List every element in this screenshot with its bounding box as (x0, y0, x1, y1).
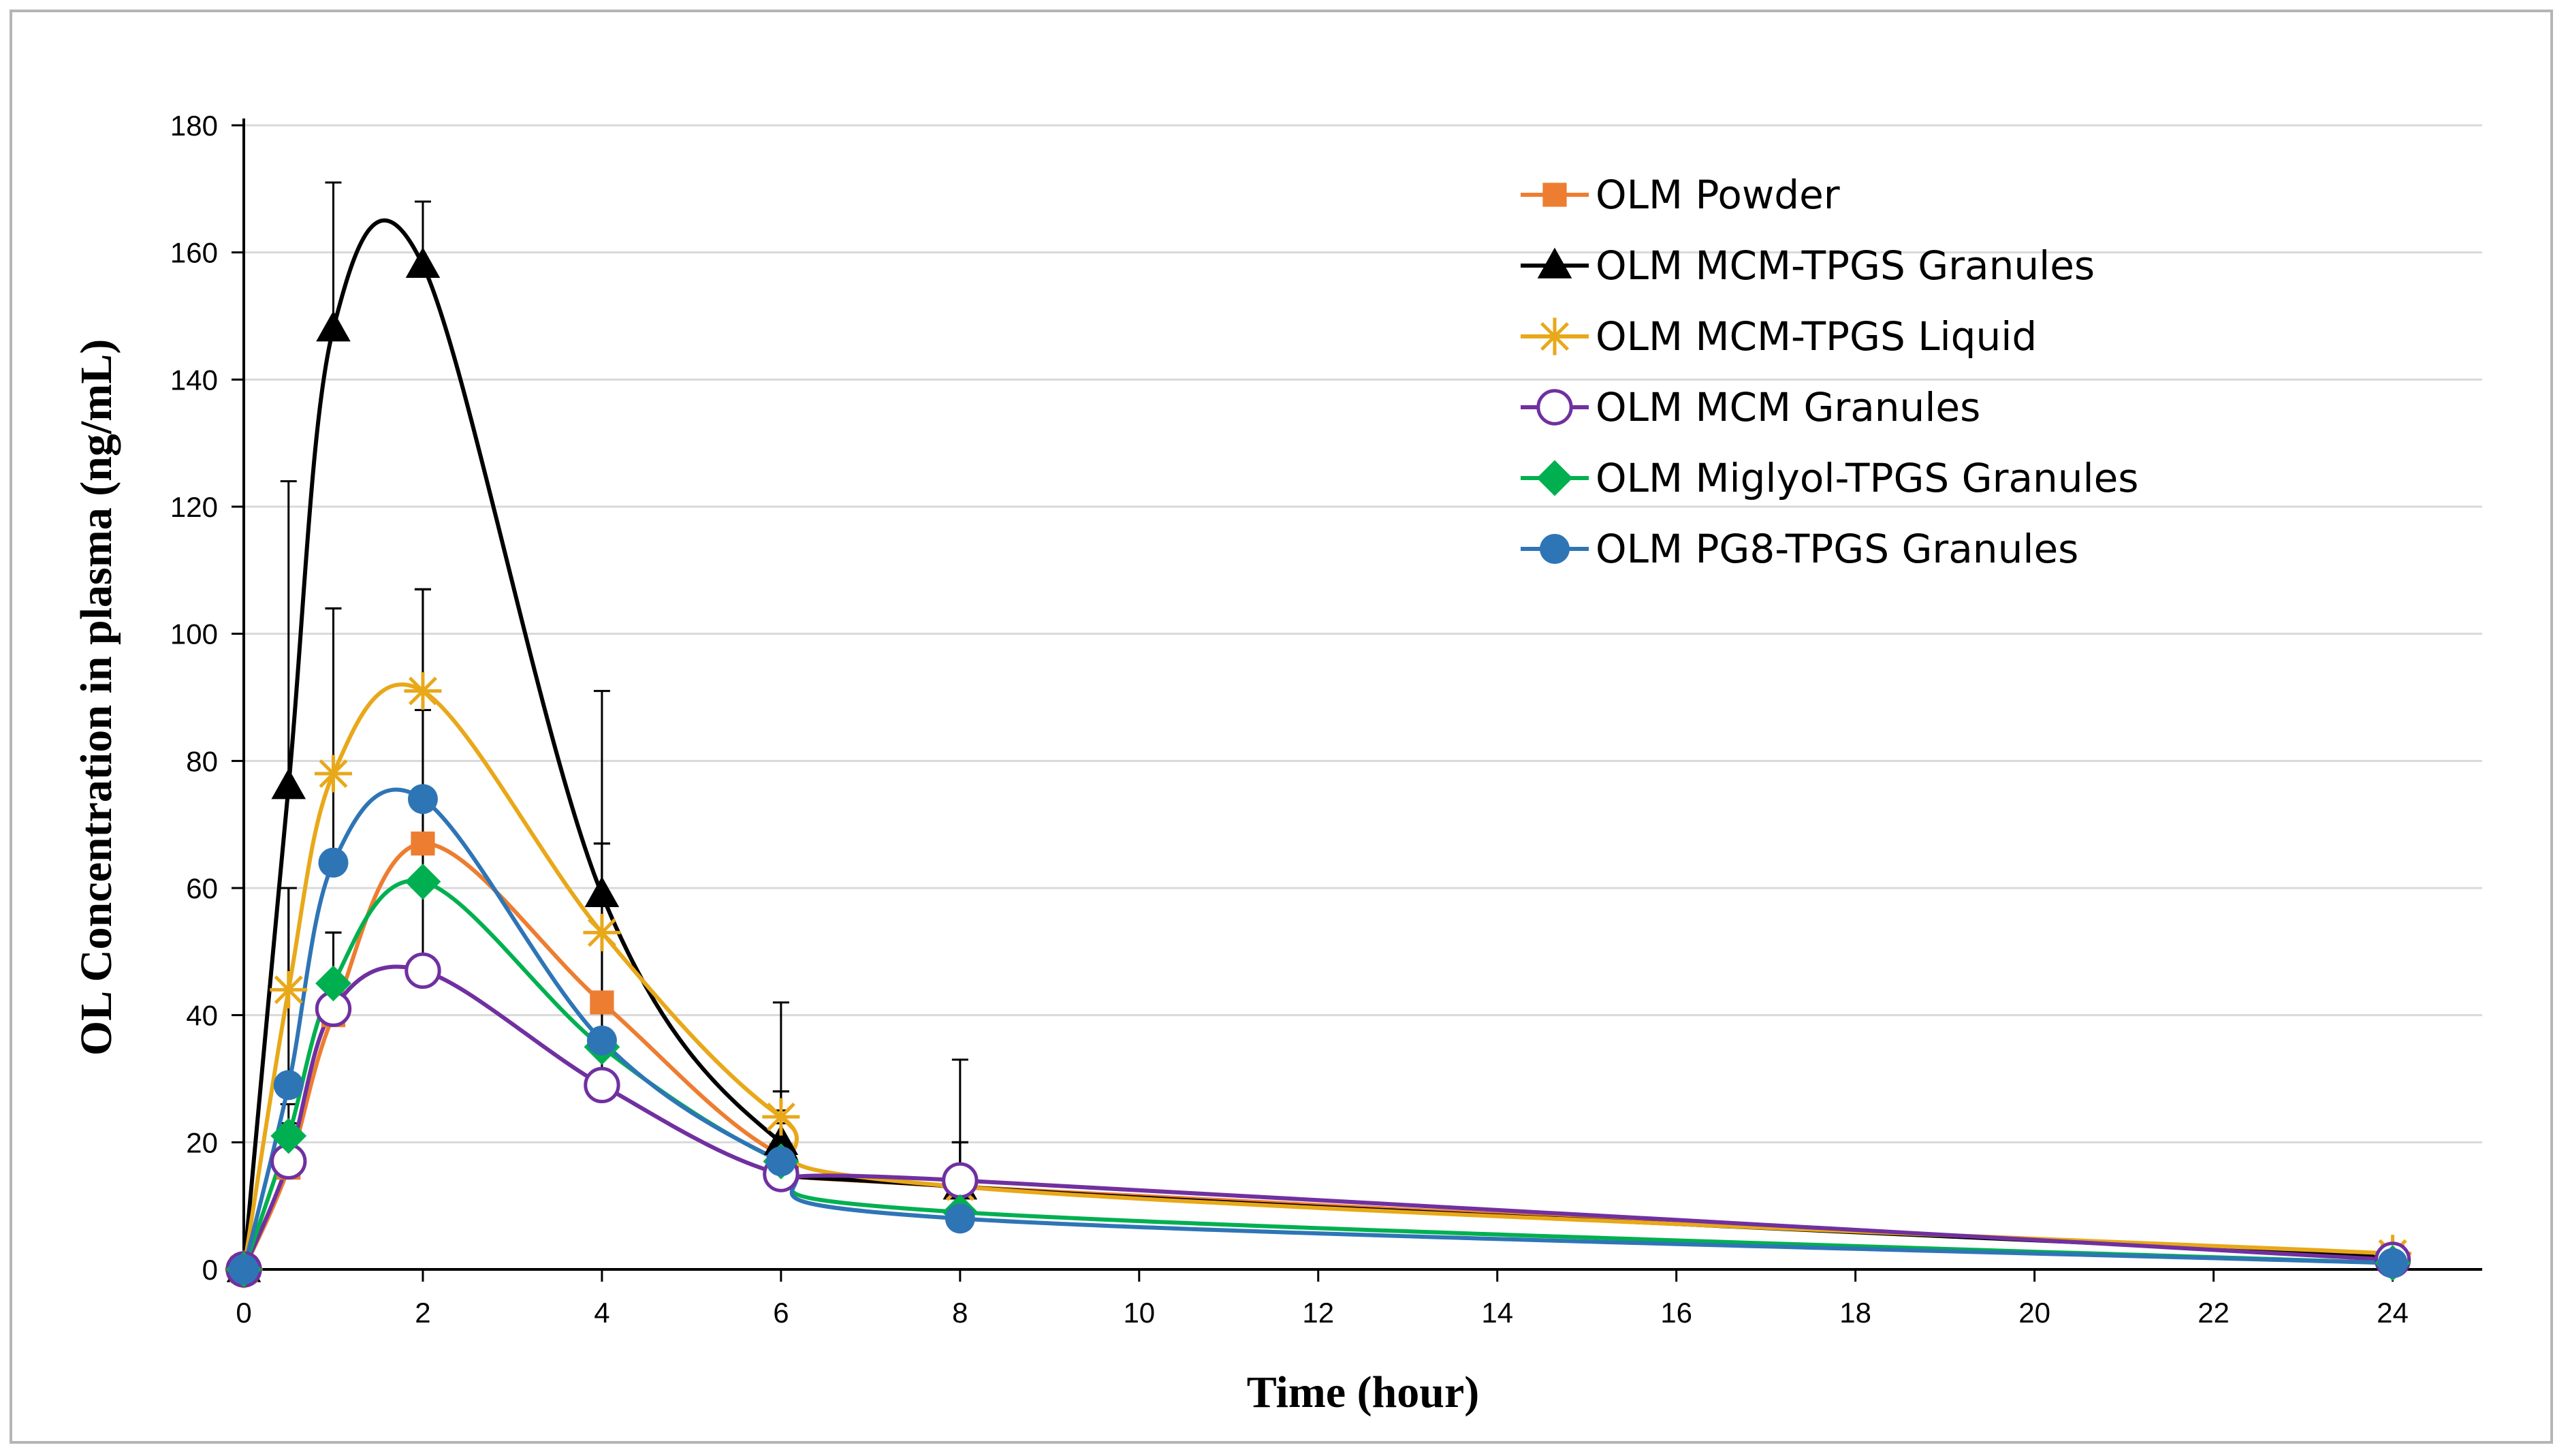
data-point (271, 768, 306, 800)
x-tick-label: 22 (2198, 1297, 2230, 1329)
legend-entry: OLM MCM Granules (1521, 384, 1980, 430)
y-tick-label: 80 (186, 745, 218, 777)
legend: OLM Powder OLM MCM-TPGS Granules OLM MCM-T… (1521, 172, 2139, 572)
y-tick-label: 100 (170, 618, 218, 650)
gridlines (244, 124, 2482, 1143)
data-point (316, 311, 351, 342)
y-tick-label: 20 (186, 1126, 218, 1158)
data-point (586, 1026, 617, 1056)
series-line (242, 218, 2393, 1270)
data-point (583, 913, 621, 951)
legend-swatch-marker (1536, 389, 1573, 426)
series-markers (225, 247, 2412, 1288)
legend-swatch-marker (1542, 183, 1567, 207)
data-point (270, 970, 308, 1009)
y-tick-label: 120 (170, 491, 218, 523)
x-tick-label: 0 (236, 1297, 251, 1329)
x-tick-label: 6 (773, 1297, 789, 1329)
data-point (273, 1070, 304, 1101)
y-tick-label: 40 (186, 1000, 218, 1032)
x-tick-label: 16 (1660, 1297, 1692, 1329)
legend-label: OLM MCM-TPGS Granules (1596, 242, 2095, 289)
y-tick-label: 140 (170, 364, 218, 396)
y-tick-label: 160 (170, 237, 218, 269)
data-point (405, 952, 441, 990)
data-point (405, 247, 441, 279)
chart-frame: 0 20 40 60 80 100 120 140 160 180 0 2 4 6 8 10 12 14 16 18 2… (10, 10, 2553, 1444)
legend-entry: OLM MCM-TPGS Granules (1521, 242, 2095, 289)
x-tick-label: 12 (1302, 1297, 1334, 1329)
data-point (945, 1203, 975, 1234)
x-tick-label: 8 (952, 1297, 968, 1329)
legend-entry: OLM Miglyol-TPGS Granules (1521, 455, 2139, 501)
series-line (242, 682, 2393, 1270)
data-point (2377, 1248, 2408, 1278)
data-point (590, 990, 614, 1015)
data-point (763, 1124, 799, 1156)
series-line (242, 787, 2393, 1270)
data-point (411, 832, 435, 856)
data-point (315, 965, 351, 1002)
y-tick-label: 180 (170, 110, 218, 142)
data-point (584, 1066, 620, 1104)
x-tick-label: 24 (2377, 1297, 2409, 1329)
data-point (765, 1146, 796, 1177)
series-lines (242, 218, 2393, 1271)
legend-label: OLM MCM-TPGS Liquid (1596, 313, 2037, 360)
error-bar (325, 607, 342, 863)
legend-label: OLM Powder (1596, 172, 1840, 218)
legend-label: OLM MCM Granules (1596, 384, 1980, 430)
legend-swatch-marker (1536, 460, 1573, 496)
data-point (405, 864, 441, 900)
legend-entry: OLM PG8-TPGS Granules (1521, 526, 2078, 572)
legend-label: OLM Miglyol-TPGS Granules (1596, 455, 2139, 501)
legend-entry: OLM MCM-TPGS Liquid (1521, 313, 2037, 360)
error-bar (325, 181, 342, 329)
x-tick-label: 2 (415, 1297, 430, 1329)
data-point (318, 847, 349, 878)
x-tick-label: 10 (1123, 1297, 1155, 1329)
y-axis-title: OL Concentration in plasma (ng/mL) (72, 339, 121, 1056)
data-point (270, 1118, 307, 1154)
x-tick-label: 18 (1839, 1297, 1871, 1329)
series-line (242, 879, 2393, 1270)
data-point (762, 1098, 800, 1136)
x-tick-label: 4 (594, 1297, 609, 1329)
error-bar (772, 1001, 789, 1117)
y-tick-label: 0 (202, 1254, 218, 1286)
series-line (242, 964, 2393, 1271)
legend-entry: OLM Powder (1521, 172, 1840, 218)
legend-swatch-marker (1540, 534, 1570, 564)
legend-label: OLM PG8-TPGS Granules (1596, 526, 2078, 572)
error-bar (280, 480, 297, 787)
x-tick-label: 14 (1481, 1297, 1513, 1329)
legend-swatch-marker (1537, 247, 1572, 279)
y-tick-label: 60 (186, 872, 218, 904)
data-point (314, 755, 352, 793)
data-point (407, 784, 438, 814)
x-axis-title: Time (hour) (1247, 1367, 1480, 1417)
x-tick-label: 20 (2018, 1297, 2050, 1329)
data-point (404, 672, 442, 710)
data-point (584, 876, 620, 908)
legend-swatch-marker (1536, 317, 1574, 355)
data-point (229, 1254, 259, 1284)
data-point (942, 1162, 979, 1199)
